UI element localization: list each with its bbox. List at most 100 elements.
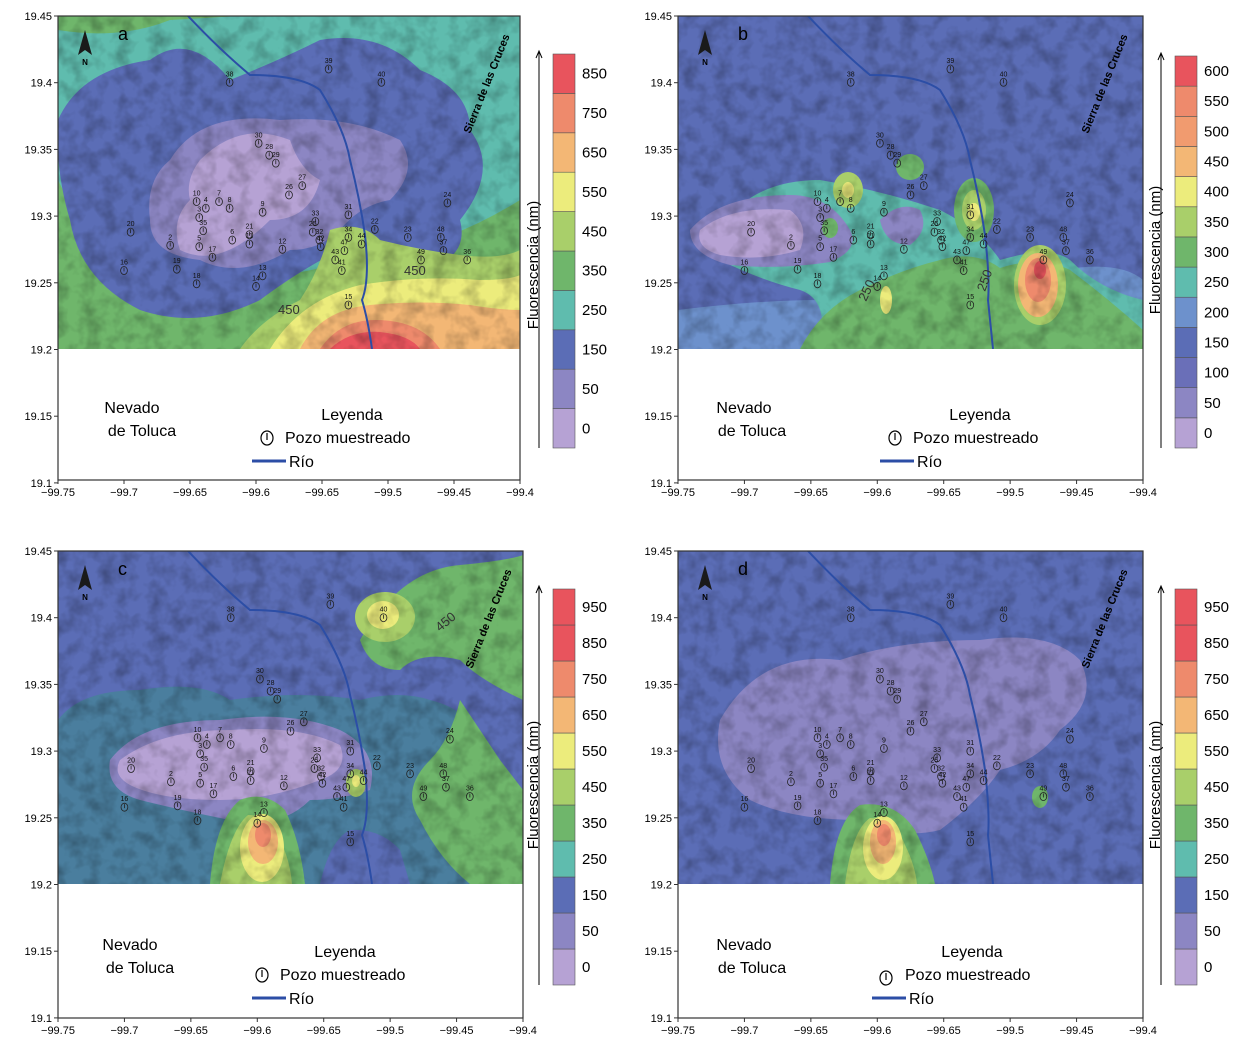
well-id-label: 5 [198, 772, 202, 779]
well-id-label: 4 [825, 733, 829, 740]
well-marker: 25 [931, 221, 938, 237]
well-id-label: 3 [198, 743, 202, 750]
well-marker: 5 [195, 236, 204, 252]
legend-title: Leyenda [321, 407, 382, 424]
river-line [807, 551, 994, 884]
well-id-label: 19 [174, 795, 182, 802]
well-marker: 14 [253, 812, 261, 828]
well-id-label: 29 [272, 152, 280, 159]
well-marker: 42 [938, 772, 946, 788]
y-tick-label: 19.15 [24, 946, 52, 958]
well-id-label: 29 [893, 152, 901, 159]
north-label: N [702, 58, 708, 67]
well-id-label: 37 [442, 776, 450, 783]
well-marker: 44 [980, 233, 988, 249]
contour-map-c [58, 551, 523, 884]
well-marker: 22 [993, 755, 1001, 771]
well-marker: 48 [437, 226, 445, 242]
map-frame [677, 15, 1144, 481]
well-marker: 7 [836, 727, 844, 743]
well-marker: 40 [378, 71, 385, 87]
map-frame [57, 15, 521, 481]
well-id-label: 18 [193, 273, 201, 280]
well-marker: 33 [933, 210, 941, 226]
well-marker: 47 [962, 240, 970, 256]
x-tick-label: −99.4 [1129, 1025, 1157, 1037]
legend-well-label: Pozo muestreado [280, 967, 406, 984]
well-id-label: 16 [741, 260, 749, 267]
well-marker: 24 [446, 728, 454, 744]
well-marker: 29 [273, 688, 281, 704]
well-marker: 7 [836, 191, 844, 207]
colorbar-tick-label: 950 [1204, 599, 1229, 616]
contour-label: 250 [974, 268, 996, 294]
well-id-label: 37 [1062, 776, 1070, 783]
well-marker: 4 [822, 733, 831, 749]
well-id-label: 41 [960, 796, 968, 803]
colorbar-swatch [1174, 266, 1198, 298]
well-id-label: 22 [373, 755, 381, 762]
legend-river-label: Río [289, 991, 314, 1008]
north-arrow-icon [78, 565, 92, 590]
well-id-label: 20 [127, 757, 135, 764]
colorbar-tick-label: 50 [582, 923, 599, 940]
well-id-label: 24 [1066, 728, 1074, 735]
well-id-label: 18 [814, 810, 822, 817]
well-marker: 43 [333, 786, 341, 801]
legend-title: Leyenda [314, 944, 375, 961]
legend-well-icon [879, 970, 893, 986]
well-id-label: 17 [210, 783, 218, 790]
map-panel-a: N a Sierra de las Cruces 450 450 3839403… [24, 11, 607, 499]
well-marker: 42 [938, 236, 946, 252]
colorbar-tick-label: 150 [1204, 887, 1229, 904]
contour-label: 450 [404, 263, 426, 278]
well-id-label: 48 [437, 226, 445, 233]
well-id-label: 2 [789, 234, 793, 241]
colorbar-tick-label: 550 [582, 743, 607, 760]
colorbar-swatch [1174, 206, 1198, 238]
x-tick-label: −99.75 [41, 1025, 75, 1037]
well-marker: 23 [406, 763, 414, 779]
colorbar-tick-label: 650 [1204, 707, 1229, 724]
well-id-label: 26 [907, 720, 915, 727]
well-id-label: 44 [980, 769, 988, 776]
well-id-label: 37 [1062, 240, 1070, 247]
well-id-label: 29 [893, 688, 901, 695]
well-marker: 25 [311, 757, 318, 773]
well-marker: 6 [849, 229, 858, 245]
well-id-label: 44 [360, 769, 368, 776]
well-id-label: 41 [338, 260, 346, 267]
well-marker: 36 [463, 249, 471, 265]
well-id-label: 23 [1026, 763, 1034, 770]
nevado-label-line2: de Toluca [718, 960, 786, 977]
legend-well-icon [260, 430, 274, 446]
well-id-label: 23 [404, 226, 412, 233]
well-id-label: 4 [205, 733, 209, 740]
colorbar-swatch [1174, 236, 1198, 268]
well-marker: 47 [962, 776, 970, 792]
well-marker: 8 [225, 197, 234, 213]
well-marker: 18 [814, 810, 822, 825]
y-tick-label: 19.2 [651, 345, 672, 357]
well-id-label: 30 [876, 132, 884, 139]
colorbar-swatch [552, 840, 576, 878]
well-marker: 37 [1062, 776, 1070, 792]
well-id-label: 49 [417, 249, 425, 256]
well-marker: 40 [380, 607, 387, 623]
well-id-label: 39 [946, 58, 954, 65]
x-tick-label: −99.65 [173, 487, 207, 499]
colorbar-swatch [552, 132, 576, 173]
well-id-label: 13 [260, 802, 268, 809]
colorbar-tick-label: 650 [582, 145, 607, 162]
well-marker: 19 [174, 795, 182, 811]
x-tick-label: −99.7 [731, 1025, 759, 1037]
panel-letter: a [118, 24, 129, 44]
colorbar-swatch [552, 912, 576, 950]
well-marker: 41 [960, 260, 968, 275]
well-marker: 24 [444, 192, 451, 208]
well-marker: 18 [194, 810, 201, 825]
y-tick-label: 19.1 [31, 478, 52, 490]
colorbar-swatch [1174, 327, 1198, 358]
colorbar: 0 50 150 250 350 450 550 650 750 850 950 [1157, 584, 1229, 986]
